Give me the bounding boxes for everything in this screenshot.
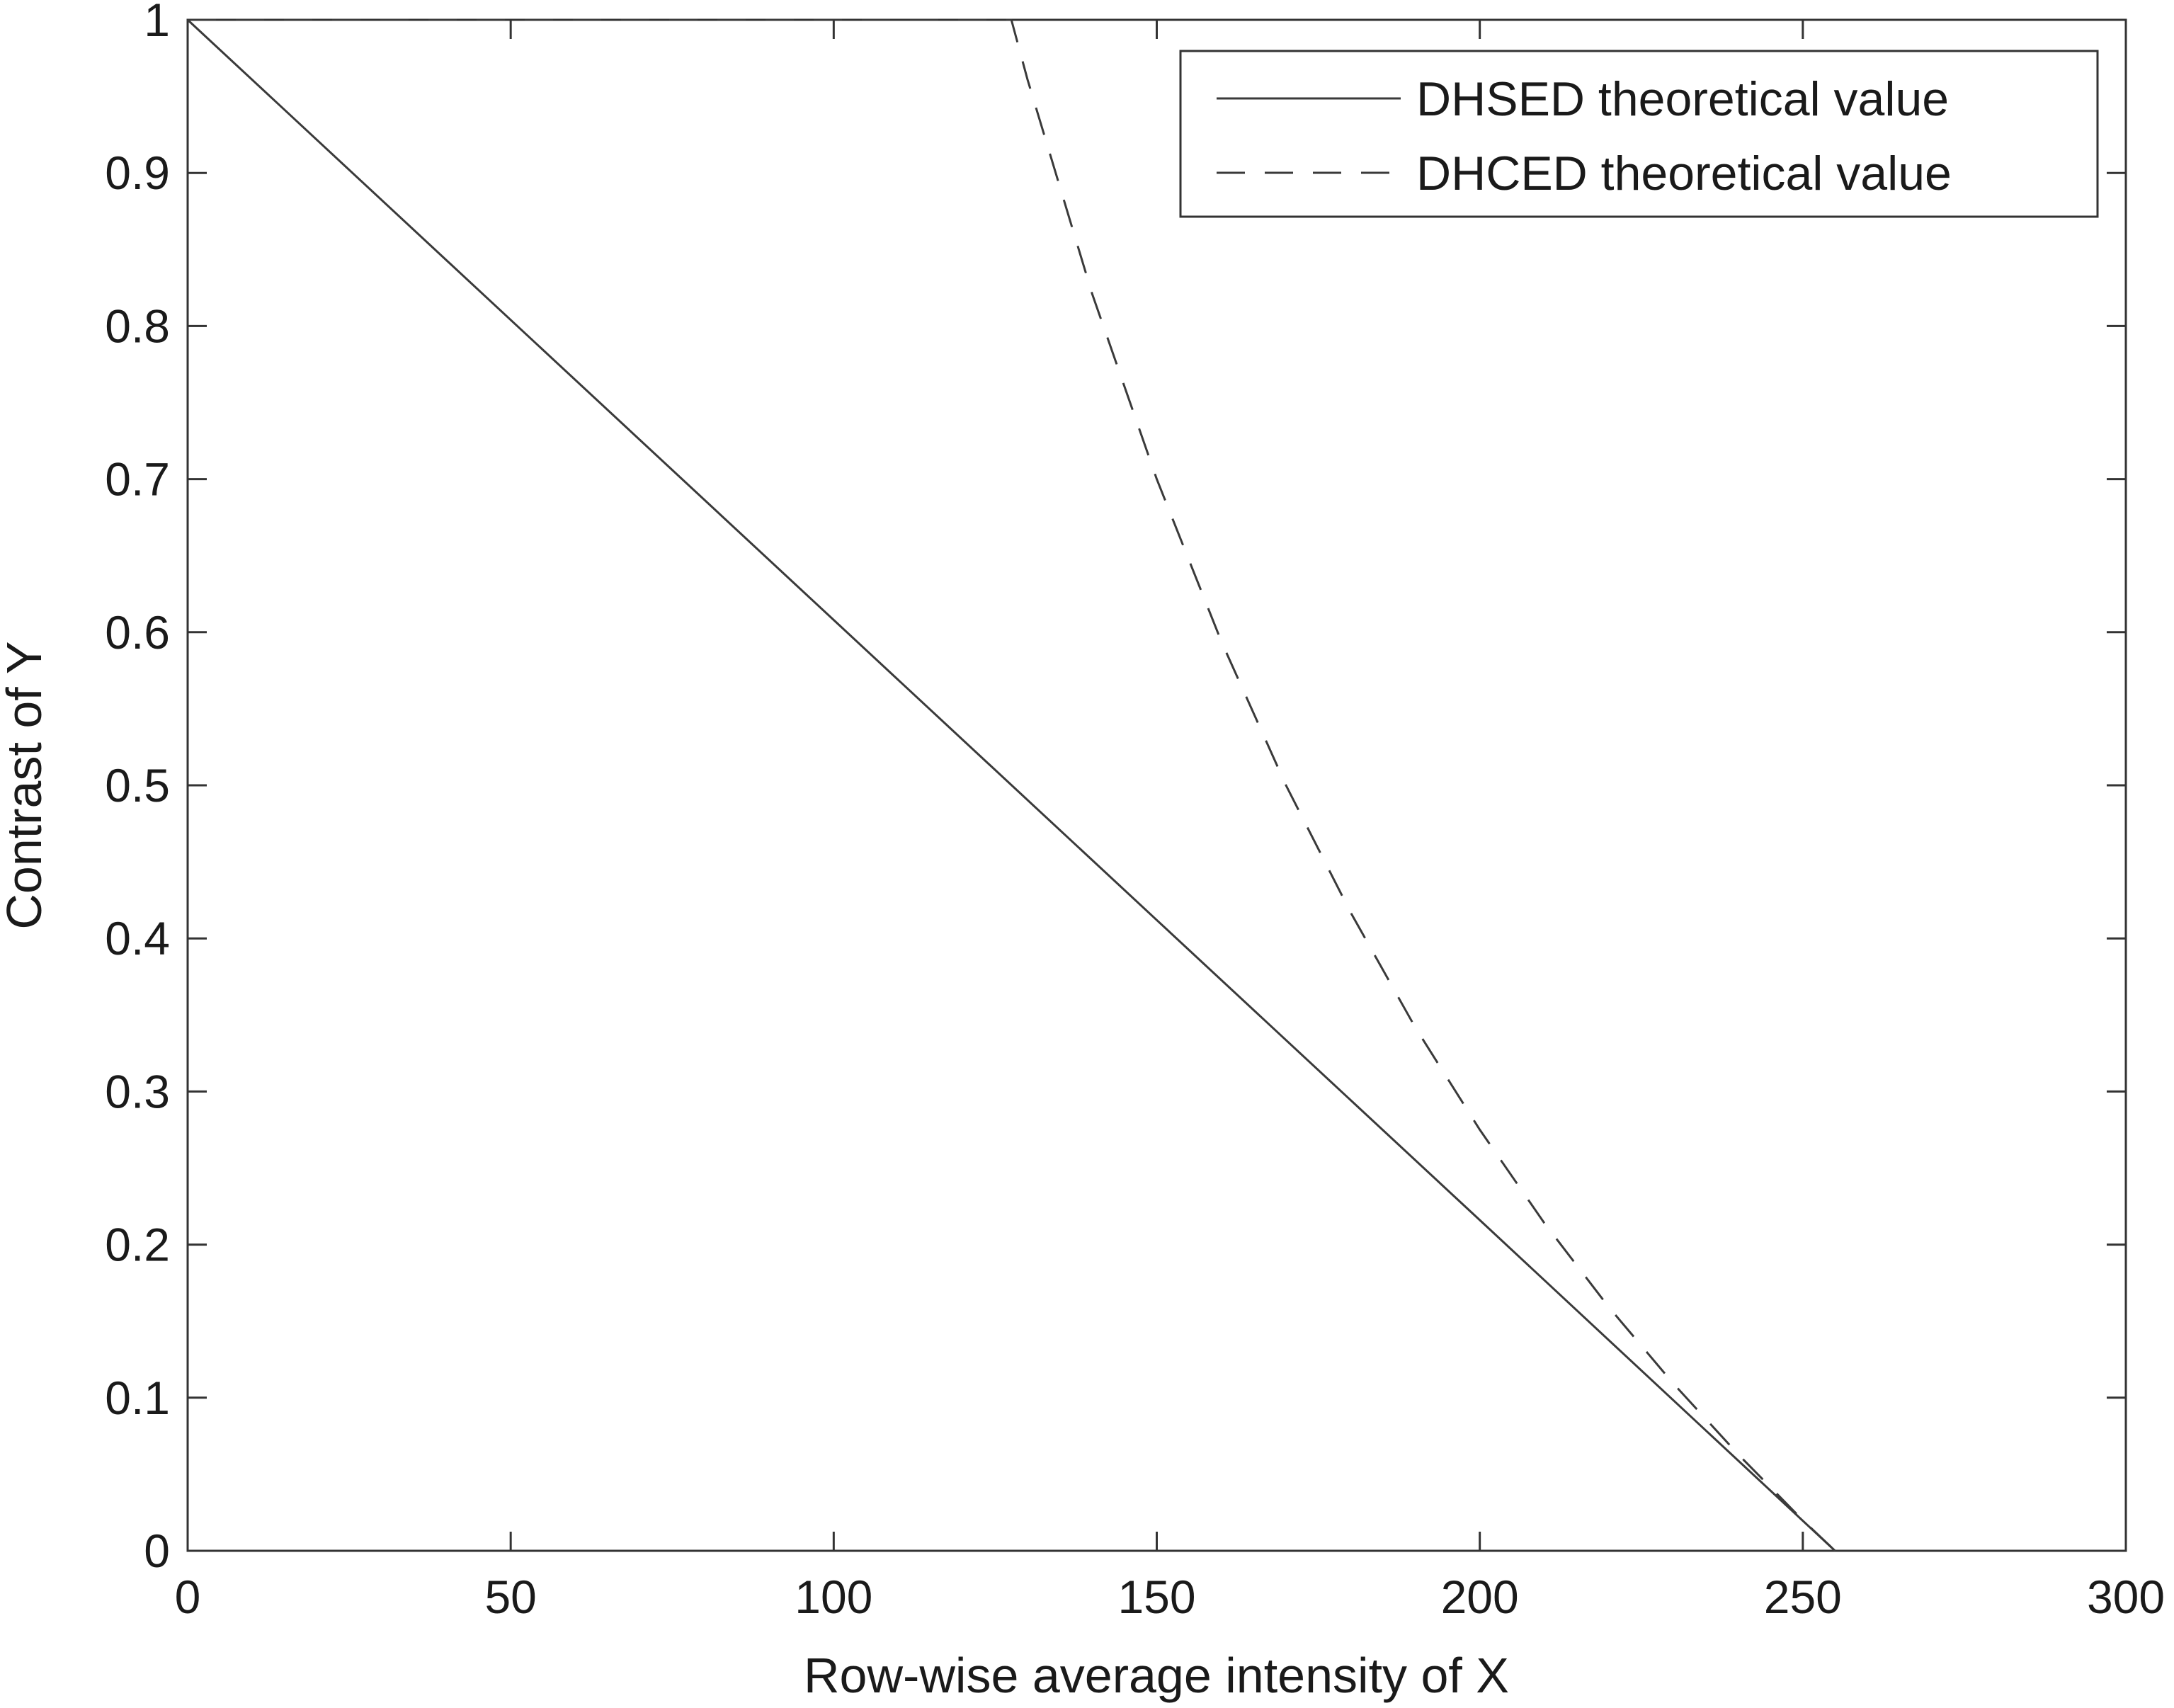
x-tick-label: 100 (795, 1571, 872, 1623)
series-layer (186, 18, 1836, 1552)
y-tick-label: 0.1 (105, 1372, 170, 1424)
x-tick-label: 150 (1117, 1571, 1195, 1623)
y-tick-label: 0.3 (105, 1065, 170, 1117)
plot-area (186, 18, 2127, 1552)
x-tick-label: 300 (2087, 1571, 2165, 1623)
y-tick-label: 0.6 (105, 606, 170, 659)
y-axis-label: Contrast of Y (0, 641, 52, 929)
y-tick-label: 0.8 (105, 300, 170, 352)
x-tick-label: 250 (1764, 1571, 1842, 1623)
legend-box (1179, 50, 2099, 218)
y-axis-ticks: 0 0.1 0.2 0.3 0.4 0.5 0.6 0.7 0.8 0.9 1 (105, 0, 2126, 1577)
series-line-dhced (188, 18, 1836, 1552)
series-line-dhsed (186, 18, 1836, 1552)
x-tick-label: 0 (175, 1571, 201, 1623)
y-tick-label: 0.5 (105, 759, 170, 812)
x-tick-label: 200 (1441, 1571, 1519, 1623)
x-axis-label: Row-wise average intensity of X (804, 1648, 1509, 1703)
y-tick-label: 0.7 (105, 453, 170, 506)
legend-entry-dhsed: DHSED theoretical value (1416, 72, 1949, 126)
x-tick-label: 50 (484, 1571, 536, 1623)
legend: DHSED theoretical value DHCED theoretica… (1179, 50, 2099, 218)
x-axis-ticks: 0 50 100 150 200 250 300 (175, 20, 2165, 1623)
y-tick-label: 0.9 (105, 147, 170, 199)
y-tick-label: 0 (144, 1525, 170, 1577)
y-tick-label: 1 (144, 0, 170, 46)
y-tick-label: 0.4 (105, 912, 170, 964)
legend-entry-dhced: DHCED theoretical value (1416, 147, 1952, 200)
y-tick-label: 0.2 (105, 1219, 170, 1271)
